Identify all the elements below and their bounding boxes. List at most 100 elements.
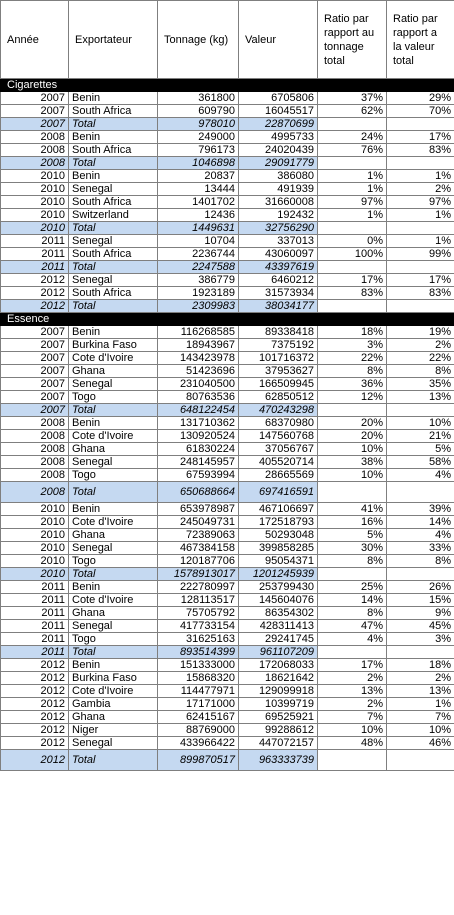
exporter-cell: Ghana bbox=[68, 606, 158, 620]
tonnage-cell: 796173 bbox=[157, 143, 239, 157]
exporter-cell: Gambia bbox=[68, 697, 158, 711]
ratio-valeur-cell: 2% bbox=[386, 338, 454, 352]
tonnage-cell: 978010 bbox=[157, 117, 239, 131]
header-annee: Année bbox=[0, 0, 69, 79]
ratio-valeur-cell: 35% bbox=[386, 377, 454, 391]
ratio-valeur-cell bbox=[386, 260, 454, 274]
valeur-cell: 961107209 bbox=[238, 645, 318, 659]
section-title: Essence bbox=[0, 312, 454, 326]
valeur-cell: 405520714 bbox=[238, 455, 318, 469]
year-cell: 2012 bbox=[0, 299, 69, 313]
exporter-cell: Senegal bbox=[68, 455, 158, 469]
ratio-tonnage-cell: 17% bbox=[317, 273, 387, 287]
year-cell: 2008 bbox=[0, 143, 69, 157]
table-row: 2008 Togo 67593994 28665569 10% 4% bbox=[0, 468, 454, 482]
ratio-valeur-cell: 2% bbox=[386, 182, 454, 196]
tonnage-cell: 130920524 bbox=[157, 429, 239, 443]
table-row: 2012 Benin 151333000 172068033 17% 18% bbox=[0, 658, 454, 672]
tonnage-cell: 114477971 bbox=[157, 684, 239, 698]
total-row: 2010 Total 1578913017 1201245939 bbox=[0, 567, 454, 581]
ratio-tonnage-cell bbox=[317, 567, 387, 581]
tonnage-cell: 361800 bbox=[157, 91, 239, 105]
year-cell: 2007 bbox=[0, 338, 69, 352]
ratio-tonnage-cell: 0% bbox=[317, 234, 387, 248]
table-row: 2012 Ghana 62415167 69525921 7% 7% bbox=[0, 710, 454, 724]
exporter-cell: Ghana bbox=[68, 442, 158, 456]
table-row: 2010 Senegal 467384158 399858285 30% 33% bbox=[0, 541, 454, 555]
valeur-cell: 4995733 bbox=[238, 130, 318, 144]
ratio-tonnage-cell: 25% bbox=[317, 580, 387, 594]
tonnage-cell: 648122454 bbox=[157, 403, 239, 417]
valeur-cell: 43397619 bbox=[238, 260, 318, 274]
total-row: 2012 Total 899870517 963333739 bbox=[0, 749, 454, 771]
exporter-cell: Total bbox=[68, 156, 158, 170]
section-title: Cigarettes bbox=[0, 78, 454, 92]
ratio-valeur-cell bbox=[386, 567, 454, 581]
valeur-cell: 7375192 bbox=[238, 338, 318, 352]
total-row: 2008 Total 650688664 697416591 bbox=[0, 481, 454, 503]
year-cell: 2011 bbox=[0, 234, 69, 248]
ratio-valeur-cell: 3% bbox=[386, 632, 454, 646]
ratio-valeur-cell: 70% bbox=[386, 104, 454, 118]
exporter-cell: Cote d'Ivoire bbox=[68, 593, 158, 607]
table-row: 2008 Benin 131710362 68370980 20% 10% bbox=[0, 416, 454, 430]
ratio-valeur-cell: 17% bbox=[386, 273, 454, 287]
tonnage-cell: 15868320 bbox=[157, 671, 239, 685]
ratio-valeur-cell bbox=[386, 117, 454, 131]
table-row: 2011 Ghana 75705792 86354302 8% 9% bbox=[0, 606, 454, 620]
table-row: 2010 Cote d'Ivoire 245049731 172518793 16% 14… bbox=[0, 515, 454, 529]
ratio-valeur-cell: 14% bbox=[386, 515, 454, 529]
year-cell: 2012 bbox=[0, 723, 69, 737]
exporter-cell: Benin bbox=[68, 130, 158, 144]
header-ratio-valeur: Ratio par rapport a la valeur total bbox=[386, 0, 454, 79]
valeur-cell: 38034177 bbox=[238, 299, 318, 313]
ratio-valeur-cell: 1% bbox=[386, 169, 454, 183]
header-tonnage: Tonnage (kg) bbox=[157, 0, 239, 79]
ratio-tonnage-cell: 1% bbox=[317, 208, 387, 222]
ratio-tonnage-cell bbox=[317, 481, 387, 503]
year-cell: 2010 bbox=[0, 541, 69, 555]
tonnage-cell: 433966422 bbox=[157, 736, 239, 750]
tonnage-cell: 899870517 bbox=[157, 749, 239, 771]
ratio-tonnage-cell bbox=[317, 117, 387, 131]
year-cell: 2007 bbox=[0, 364, 69, 378]
tonnage-cell: 248145957 bbox=[157, 455, 239, 469]
year-cell: 2010 bbox=[0, 182, 69, 196]
ratio-tonnage-cell bbox=[317, 749, 387, 771]
year-cell: 2010 bbox=[0, 567, 69, 581]
tonnage-cell: 1923189 bbox=[157, 286, 239, 300]
year-cell: 2008 bbox=[0, 429, 69, 443]
ratio-valeur-cell bbox=[386, 221, 454, 235]
valeur-cell: 467106697 bbox=[238, 502, 318, 516]
ratio-tonnage-cell: 20% bbox=[317, 429, 387, 443]
year-cell: 2008 bbox=[0, 156, 69, 170]
ratio-valeur-cell bbox=[386, 645, 454, 659]
ratio-valeur-cell: 21% bbox=[386, 429, 454, 443]
valeur-cell: 399858285 bbox=[238, 541, 318, 555]
ratio-tonnage-cell: 37% bbox=[317, 91, 387, 105]
table-row: 2011 Senegal 10704 337013 0% 1% bbox=[0, 234, 454, 248]
tonnage-cell: 2236744 bbox=[157, 247, 239, 261]
valeur-cell: 24020439 bbox=[238, 143, 318, 157]
ratio-tonnage-cell: 1% bbox=[317, 169, 387, 183]
ratio-tonnage-cell: 47% bbox=[317, 619, 387, 633]
exporter-cell: South Africa bbox=[68, 104, 158, 118]
table-row: 2007 Benin 116268585 89338418 18% 19% bbox=[0, 325, 454, 339]
ratio-valeur-cell bbox=[386, 299, 454, 313]
valeur-cell: 491939 bbox=[238, 182, 318, 196]
section-header: Cigarettes bbox=[0, 78, 454, 92]
year-cell: 2008 bbox=[0, 130, 69, 144]
ratio-valeur-cell: 46% bbox=[386, 736, 454, 750]
exporter-cell: South Africa bbox=[68, 143, 158, 157]
ratio-tonnage-cell: 10% bbox=[317, 468, 387, 482]
ratio-tonnage-cell bbox=[317, 403, 387, 417]
exporter-cell: Ghana bbox=[68, 364, 158, 378]
year-cell: 2012 bbox=[0, 736, 69, 750]
exporter-cell: Togo bbox=[68, 390, 158, 404]
ratio-valeur-cell: 1% bbox=[386, 697, 454, 711]
valeur-cell: 172068033 bbox=[238, 658, 318, 672]
ratio-tonnage-cell: 18% bbox=[317, 325, 387, 339]
tonnage-cell: 31625163 bbox=[157, 632, 239, 646]
valeur-cell: 697416591 bbox=[238, 481, 318, 503]
ratio-valeur-cell: 99% bbox=[386, 247, 454, 261]
